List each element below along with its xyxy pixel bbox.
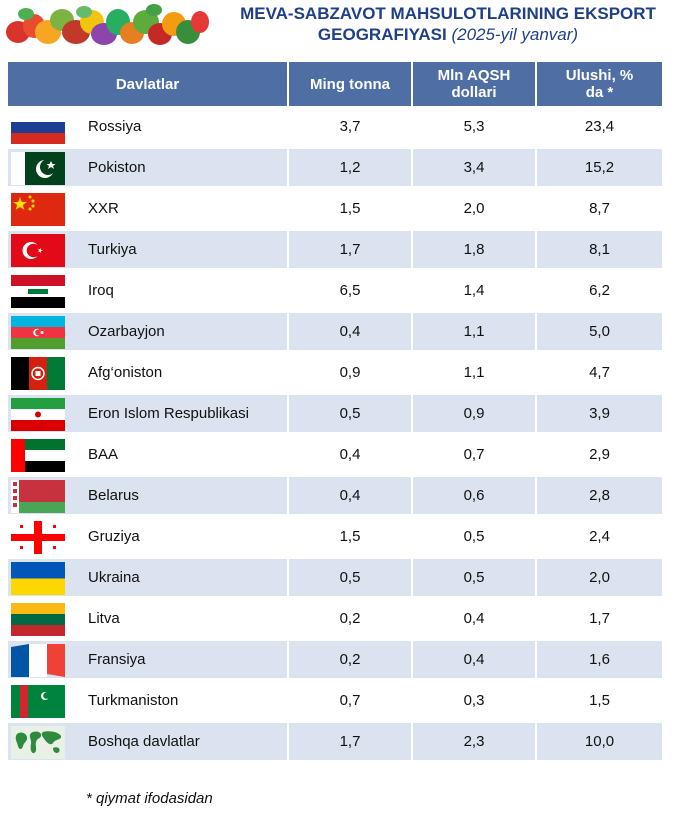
tonnes-cell: 0,4 <box>289 313 413 352</box>
table-row: XXR 1,5 2,0 8,7 <box>8 190 662 231</box>
dollars-cell: 0,5 <box>413 518 537 557</box>
tonnes-cell: 1,5 <box>289 518 413 557</box>
dollars-cell: 0,7 <box>413 436 537 475</box>
dollars-cell: 0,4 <box>413 641 537 680</box>
tonnes-cell: 0,4 <box>289 436 413 475</box>
france-flag-icon <box>11 644 65 677</box>
tonnes-cell: 1,7 <box>289 231 413 270</box>
lithuania-flag-icon <box>11 603 65 636</box>
tonnes-cell: 0,4 <box>289 477 413 516</box>
share-cell: 3,9 <box>537 395 662 434</box>
table-body: Rossiya 3,7 5,3 23,4 Pokiston 1,2 3,4 15,2 XXR 1,… <box>8 108 662 764</box>
tonnes-cell: 1,7 <box>289 723 413 762</box>
tonnes-cell: 0,5 <box>289 559 413 598</box>
share-cell: 2,9 <box>537 436 662 475</box>
georgia-flag-icon <box>11 521 65 554</box>
share-cell: 1,6 <box>537 641 662 680</box>
header-share: Ulushi, % da * <box>537 62 662 106</box>
share-cell: 10,0 <box>537 723 662 762</box>
dollars-cell: 0,4 <box>413 600 537 639</box>
table-row: Turkiya 1,7 1,8 8,1 <box>8 231 662 272</box>
table-row: Eron Islom Respublikasi 0,5 0,9 3,9 <box>8 395 662 436</box>
table-row: Iroq 6,5 1,4 6,2 <box>8 272 662 313</box>
tonnes-cell: 0,2 <box>289 641 413 680</box>
share-cell: 2,0 <box>537 559 662 598</box>
tonnes-cell: 0,9 <box>289 354 413 393</box>
tonnes-cell: 0,2 <box>289 600 413 639</box>
tonnes-cell: 0,5 <box>289 395 413 434</box>
russia-flag-icon <box>11 111 65 144</box>
table-row: BAA 0,4 0,7 2,9 <box>8 436 662 477</box>
share-cell: 2,4 <box>537 518 662 557</box>
share-cell: 23,4 <box>537 108 662 147</box>
table-header: Davlatlar Ming tonna Mln AQSH dollari Ul… <box>8 62 662 106</box>
turkey-flag-icon <box>11 234 65 267</box>
page-subtitle: GEOGRAFIYASI (2025-yil yanvar) <box>228 25 668 45</box>
table-row: Pokiston 1,2 3,4 15,2 <box>8 149 662 190</box>
share-cell: 1,7 <box>537 600 662 639</box>
dollars-cell: 1,1 <box>413 354 537 393</box>
world-map-icon <box>11 726 65 759</box>
dollars-cell: 0,9 <box>413 395 537 434</box>
dollars-cell: 0,6 <box>413 477 537 516</box>
header-dollars-label: Mln AQSH dollari <box>437 67 511 101</box>
header-countries: Davlatlar <box>8 62 289 106</box>
dollars-cell: 2,0 <box>413 190 537 229</box>
table-row: Gruziya 1,5 0,5 2,4 <box>8 518 662 559</box>
table-row: Ukraina 0,5 0,5 2,0 <box>8 559 662 600</box>
header-tonnes: Ming tonna <box>289 62 413 106</box>
dollars-cell: 0,3 <box>413 682 537 721</box>
turkmenistan-flag-icon <box>11 685 65 718</box>
table-row: Afg‘oniston 0,9 1,1 4,7 <box>8 354 662 395</box>
dollars-cell: 3,4 <box>413 149 537 188</box>
share-cell: 8,7 <box>537 190 662 229</box>
belarus-flag-icon <box>11 480 65 513</box>
share-cell: 1,5 <box>537 682 662 721</box>
table-row: Litva 0,2 0,4 1,7 <box>8 600 662 641</box>
table-row: Boshqa davlatlar 1,7 2,3 10,0 <box>8 723 662 764</box>
dollars-cell: 2,3 <box>413 723 537 762</box>
tonnes-cell: 1,5 <box>289 190 413 229</box>
tonnes-cell: 6,5 <box>289 272 413 311</box>
page-title: MEVA-SABZAVOT MAHSULOTLARINING EKSPORT <box>240 4 656 23</box>
table-row: Rossiya 3,7 5,3 23,4 <box>8 108 662 149</box>
share-cell: 2,8 <box>537 477 662 516</box>
table-row: Turkmaniston 0,7 0,3 1,5 <box>8 682 662 723</box>
table-row: Ozarbayjon 0,4 1,1 5,0 <box>8 313 662 354</box>
tonnes-cell: 0,7 <box>289 682 413 721</box>
china-flag-icon <box>11 193 65 226</box>
table-row: Belarus 0,4 0,6 2,8 <box>8 477 662 518</box>
header-banner: MEVA-SABZAVOT MAHSULOTLARINING EKSPORT G… <box>0 0 682 52</box>
iraq-flag-icon <box>11 275 65 308</box>
dollars-cell: 1,4 <box>413 272 537 311</box>
uae-flag-icon <box>11 439 65 472</box>
dollars-cell: 1,8 <box>413 231 537 270</box>
header-dollars: Mln AQSH dollari <box>413 62 537 106</box>
table-row: Fransiya 0,2 0,4 1,6 <box>8 641 662 682</box>
share-cell: 8,1 <box>537 231 662 270</box>
dollars-cell: 5,3 <box>413 108 537 147</box>
tonnes-cell: 1,2 <box>289 149 413 188</box>
share-cell: 5,0 <box>537 313 662 352</box>
fruits-vegetables-icon <box>6 4 209 45</box>
share-cell: 6,2 <box>537 272 662 311</box>
azerbaijan-flag-icon <box>11 316 65 349</box>
footnote: * qiymat ifodasidan <box>86 790 213 807</box>
dollars-cell: 1,1 <box>413 313 537 352</box>
share-cell: 4,7 <box>537 354 662 393</box>
afghanistan-flag-icon <box>11 357 65 390</box>
title-period: (2025-yil yanvar) <box>451 25 579 44</box>
share-cell: 15,2 <box>537 149 662 188</box>
dollars-cell: 0,5 <box>413 559 537 598</box>
title-line2: GEOGRAFIYASI <box>317 25 447 44</box>
ukraine-flag-icon <box>11 562 65 595</box>
iran-flag-icon <box>11 398 65 431</box>
tonnes-cell: 3,7 <box>289 108 413 147</box>
pakistan-flag-icon <box>11 152 65 185</box>
header-share-label: Ulushi, % da * <box>565 67 634 101</box>
